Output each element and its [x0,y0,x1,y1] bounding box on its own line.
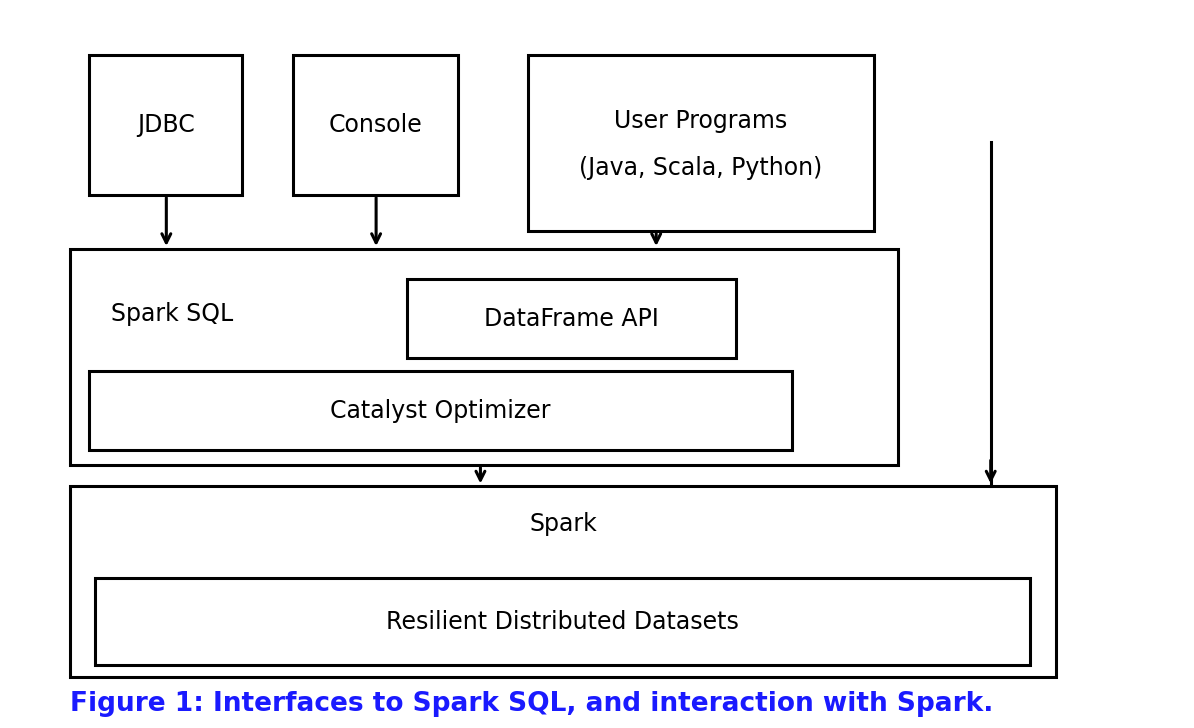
Bar [70,249,898,464]
Text: Spark SQL: Spark SQL [111,301,233,325]
Text: DataFrame API: DataFrame API [484,306,659,331]
Text: (Java, Scala, Python): (Java, Scala, Python) [579,156,823,180]
Text: Console: Console [328,113,423,137]
Bar [294,55,457,195]
Text: JDBC: JDBC [137,113,195,137]
Text: User Programs: User Programs [615,109,788,133]
Bar [90,371,793,451]
Text: Catalyst Optimizer: Catalyst Optimizer [331,399,550,423]
Bar [407,279,736,358]
Bar [90,55,242,195]
Text: Resilient Distributed Datasets: Resilient Distributed Datasets [386,609,739,633]
Bar [70,486,1057,677]
Text: Spark: Spark [529,513,597,537]
Bar [528,55,874,231]
Bar [94,579,1030,665]
Text: Figure 1: Interfaces to Spark SQL, and interaction with Spark.: Figure 1: Interfaces to Spark SQL, and i… [70,691,993,716]
